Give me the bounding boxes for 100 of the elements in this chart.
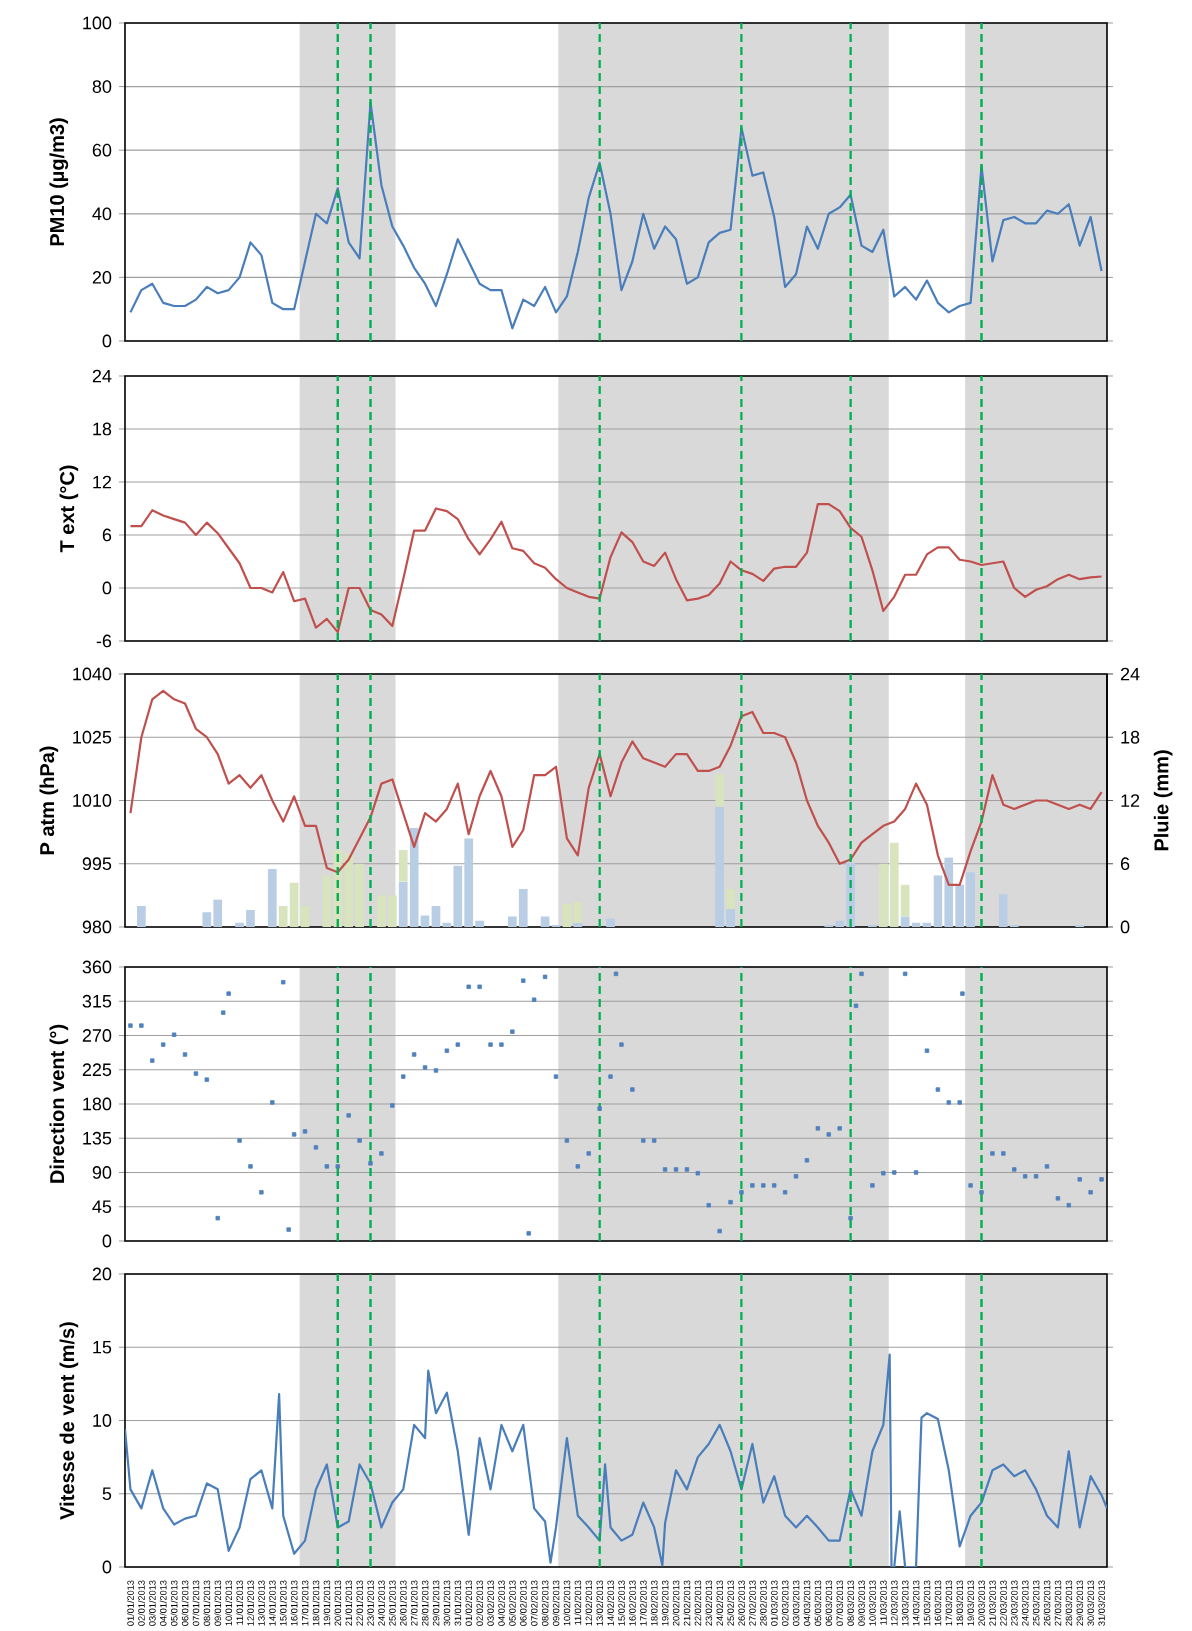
y2-tick-label: 0 bbox=[1120, 920, 1130, 934]
y-tick-label: 6 bbox=[102, 528, 112, 542]
x-tick-label: 02/01/2013 bbox=[138, 1580, 145, 1626]
y-tick-label: 270 bbox=[82, 1029, 112, 1042]
x-tick-label: 25/02/2013 bbox=[727, 1580, 734, 1626]
y-tick-label: 100 bbox=[83, 16, 112, 30]
y-tick-label: 60 bbox=[92, 143, 112, 157]
x-tick-label: 25/03/2013 bbox=[1032, 1580, 1040, 1626]
x-tick-label: 29/03/2013 bbox=[1076, 1580, 1084, 1626]
y-tick-label: 995 bbox=[82, 857, 112, 871]
x-tick-label: 12/01/2013 bbox=[247, 1580, 254, 1626]
x-tick-label: 11/03/2013 bbox=[879, 1580, 887, 1625]
x-tick-label: 28/03/2013 bbox=[1065, 1580, 1073, 1626]
y-tick-label: 360 bbox=[82, 960, 112, 974]
x-tick-label: 26/03/2013 bbox=[1043, 1580, 1051, 1626]
x-tick-label: 01/02/2013 bbox=[465, 1580, 473, 1626]
x-tick-label: 10/03/2013 bbox=[869, 1580, 876, 1626]
y2-axis-title: Pluie (mm) bbox=[1153, 750, 1173, 851]
x-tick-label: 04/03/2013 bbox=[803, 1580, 811, 1626]
x-tick-label: 20/01/2013 bbox=[334, 1580, 342, 1626]
x-tick-label: 04/01/2013 bbox=[159, 1580, 167, 1626]
x-tick-label: 17/02/2013 bbox=[639, 1580, 647, 1626]
x-tick-label: 27/02/2013 bbox=[749, 1580, 756, 1626]
y-tick-label: 1010 bbox=[73, 794, 112, 807]
x-tick-label: 07/02/2013 bbox=[530, 1580, 538, 1626]
x-tick-label: 26/02/2013 bbox=[738, 1580, 745, 1626]
x-tick-label: 17/03/2013 bbox=[945, 1580, 953, 1626]
x-tick-label: 18/01/2013 bbox=[312, 1580, 320, 1626]
x-tick-label: 20/03/2013 bbox=[978, 1580, 985, 1626]
x-tick-label: 10/01/2013 bbox=[225, 1580, 233, 1626]
y-tick-label: 315 bbox=[82, 994, 112, 1008]
x-tick-label: 22/02/2013 bbox=[694, 1580, 702, 1626]
x-tick-label: 07/03/2013 bbox=[836, 1580, 844, 1626]
x-tick-label: 20/02/2013 bbox=[672, 1580, 680, 1626]
x-tick-label: 27/03/2013 bbox=[1054, 1580, 1062, 1626]
x-tick-label: 25/01/2013 bbox=[388, 1580, 396, 1626]
y-tick-label: 0 bbox=[102, 1234, 112, 1248]
x-tick-label: 16/01/2013 bbox=[290, 1580, 298, 1626]
x-tick-label: 30/03/2013 bbox=[1087, 1580, 1095, 1626]
y-tick-label: 15 bbox=[93, 1340, 112, 1354]
y-tick-label: 225 bbox=[82, 1063, 112, 1077]
x-tick-label: 15/01/2013 bbox=[279, 1580, 287, 1626]
x-tick-label: 24/01/2013 bbox=[378, 1580, 385, 1626]
y-tick-label: 80 bbox=[92, 80, 112, 93]
x-tick-label: 06/02/2013 bbox=[519, 1580, 527, 1626]
x-tick-label: 08/01/2013 bbox=[203, 1580, 211, 1626]
x-tick-label: 31/03/2013 bbox=[1098, 1580, 1105, 1626]
y-tick-label: 18 bbox=[93, 422, 112, 436]
x-tick-label: 08/02/2013 bbox=[541, 1580, 549, 1626]
x-tick-label: 17/01/2013 bbox=[301, 1580, 309, 1626]
x-tick-label: 02/02/2013 bbox=[476, 1580, 483, 1626]
y-tick-label: 980 bbox=[82, 920, 112, 934]
x-tick-label: 09/01/2013 bbox=[214, 1580, 222, 1626]
x-tick-label: 16/02/2013 bbox=[629, 1580, 636, 1626]
y2-tick-label: 6 bbox=[1120, 857, 1130, 871]
x-tick-label: 23/02/2013 bbox=[705, 1580, 713, 1626]
x-tick-label: 11/01/2013 bbox=[236, 1580, 243, 1625]
x-tick-label: 29/01/2013 bbox=[432, 1580, 440, 1626]
y-tick-label: 24 bbox=[92, 369, 112, 383]
y-axis-title: Direction vent (°) bbox=[49, 1024, 69, 1183]
x-tick-label: 18/02/2013 bbox=[650, 1580, 658, 1626]
x-tick-label: 09/02/2013 bbox=[552, 1580, 560, 1626]
x-tick-label: 09/03/2013 bbox=[858, 1580, 865, 1626]
y-tick-label: 45 bbox=[92, 1200, 112, 1214]
x-tick-label: 10/02/2013 bbox=[563, 1580, 571, 1626]
x-tick-label: 14/01/2013 bbox=[268, 1580, 276, 1626]
x-tick-label: 31/01/2013 bbox=[454, 1580, 462, 1626]
x-tick-label: 21/02/2013 bbox=[683, 1580, 691, 1626]
y-tick-label: 12 bbox=[93, 475, 112, 489]
x-tick-label: 21/01/2013 bbox=[345, 1580, 353, 1626]
y-axis-title: P atm (hPa) bbox=[39, 746, 59, 855]
x-tick-label: 04/02/2013 bbox=[498, 1580, 505, 1626]
y-tick-label: 180 bbox=[83, 1097, 112, 1111]
x-tick-label: 23/03/2013 bbox=[1010, 1580, 1018, 1626]
x-tick-label: 26/01/2013 bbox=[399, 1580, 407, 1626]
y-tick-label: 0 bbox=[102, 334, 112, 348]
x-tick-label: 13/03/2013 bbox=[901, 1580, 909, 1626]
y2-tick-label: 18 bbox=[1121, 730, 1140, 744]
x-tick-label: 15/03/2013 bbox=[923, 1580, 931, 1626]
x-tick-label: 01/03/2013 bbox=[770, 1580, 778, 1626]
x-tick-label: 05/02/2013 bbox=[508, 1580, 516, 1626]
x-tick-label: 13/01/2013 bbox=[258, 1580, 265, 1626]
x-tick-label: 12/02/2013 bbox=[585, 1580, 593, 1626]
x-tick-label: 15/02/2013 bbox=[618, 1580, 625, 1626]
x-tick-label: 03/01/2013 bbox=[148, 1580, 156, 1626]
x-tick-label: 03/02/2013 bbox=[487, 1580, 494, 1626]
x-tick-label: 19/01/2013 bbox=[323, 1580, 331, 1626]
x-tick-label: 14/03/2013 bbox=[912, 1580, 920, 1626]
x-tick-label: 05/03/2013 bbox=[814, 1580, 822, 1626]
x-tick-label: 19/02/2013 bbox=[661, 1580, 669, 1626]
y2-tick-label: 12 bbox=[1121, 794, 1140, 807]
x-tick-label: 24/03/2013 bbox=[1021, 1580, 1029, 1626]
x-tick-label: 02/03/2013 bbox=[781, 1580, 789, 1626]
y-tick-label: 10 bbox=[93, 1414, 112, 1427]
x-tick-label: 08/03/2013 bbox=[847, 1580, 854, 1626]
y-axis-title: PM10 (µg/m3) bbox=[49, 118, 69, 246]
x-tick-label: 01/01/2013 bbox=[127, 1580, 134, 1626]
y-tick-label: 20 bbox=[92, 1267, 112, 1281]
x-tick-label: 23/01/2013 bbox=[367, 1580, 374, 1626]
y-axis-title: Vitesse de vent (m/s) bbox=[59, 1322, 79, 1520]
